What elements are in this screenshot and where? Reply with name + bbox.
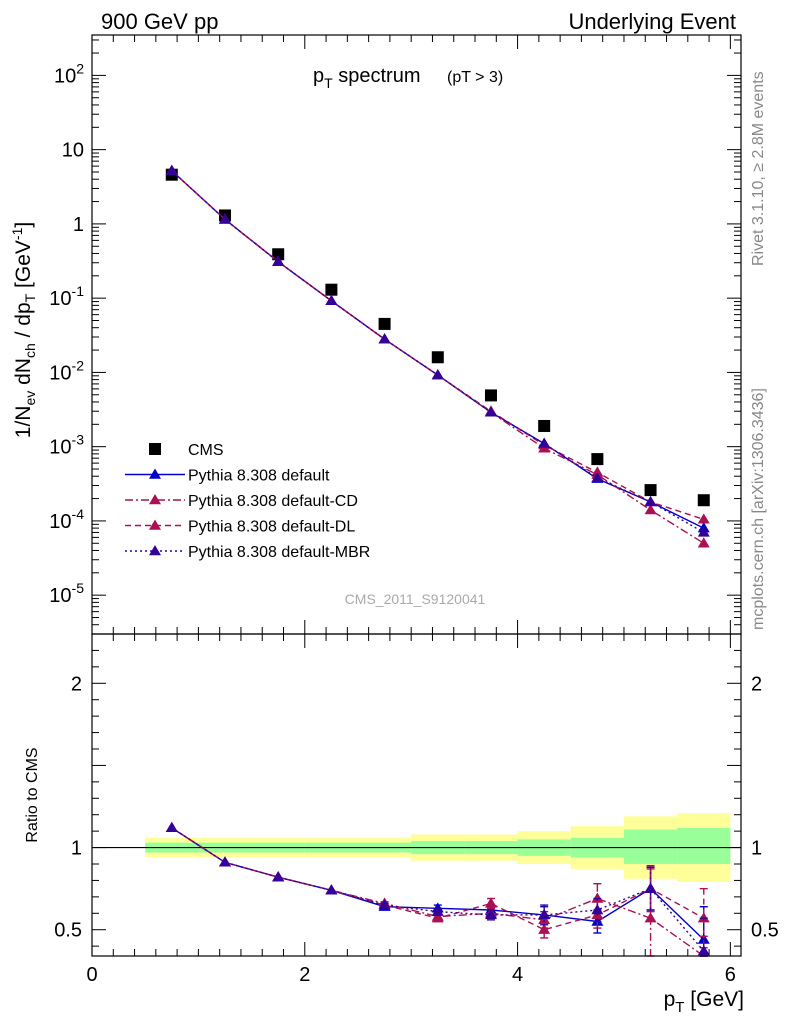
- legend-label: Pythia 8.308 default-MBR: [188, 544, 370, 561]
- cms-data-point: [538, 419, 551, 432]
- plot-title-sub: T: [324, 75, 333, 91]
- ratio-y-tick-label-right: 1: [751, 838, 762, 860]
- series-marker-mbr: [591, 471, 604, 483]
- y-tick-label: 10-1: [49, 283, 84, 310]
- series-marker-mbr: [484, 406, 497, 417]
- legend-label: Pythia 8.308 default-CD: [188, 493, 358, 510]
- series-marker-mbr: [697, 526, 710, 537]
- series-marker-mbr: [538, 437, 551, 448]
- legend-marker: [149, 494, 161, 505]
- ratio-marker-mbr: [165, 821, 178, 833]
- x-tick-label: 0: [86, 964, 97, 986]
- x-tick-label: 6: [725, 964, 736, 986]
- ratio-marker-dl: [538, 923, 551, 934]
- ratio-marker-mbr: [697, 945, 710, 956]
- header-right: Underlying Event: [568, 9, 736, 34]
- ratio-series-layer: [165, 821, 710, 957]
- ratio-line-mbr: [171, 827, 705, 952]
- x-tick-label: 4: [512, 964, 523, 986]
- ratio-marker-dl: [431, 912, 444, 923]
- legend: CMS Pythia 8.308 default Pythia 8.308 defa…: [125, 442, 370, 561]
- header-left: 900 GeV pp: [101, 9, 218, 34]
- x-axis-label: pT [GeV]: [664, 988, 744, 1016]
- ratio-marker-mbr: [272, 871, 285, 882]
- ratio-marker-mbr: [484, 908, 497, 920]
- plot-title-p: p: [313, 65, 324, 87]
- ratio-y-tick-label: 0.5: [54, 920, 82, 942]
- y-tick-label: 10-5: [49, 580, 84, 607]
- ratio-y-tick-label: 1: [71, 838, 82, 860]
- y-tick-label: 1: [73, 214, 84, 236]
- ratio-band-inner: [677, 827, 731, 864]
- ratio-marker-mbr: [431, 905, 444, 916]
- legend-label: CMS: [188, 442, 224, 459]
- series-marker-cd: [644, 504, 657, 515]
- legend-marker: [149, 519, 161, 530]
- y-tick-label: 102: [54, 60, 84, 87]
- series-marker-dl: [591, 466, 604, 477]
- ratio-band-inner: [623, 829, 678, 864]
- y-tick-label: 10-2: [49, 357, 84, 384]
- plot-title: pT spectrum: [313, 65, 421, 91]
- cms-data-point: [431, 351, 444, 364]
- ratio-y-tick-label-right: 2: [751, 673, 762, 695]
- x-tick-label: 2: [299, 964, 310, 986]
- legend-marker: [149, 545, 161, 556]
- ratio-y-tick-label-right: 0.5: [751, 920, 779, 942]
- ratio-marker-mbr: [644, 882, 657, 893]
- series-marker-mbr: [644, 495, 657, 507]
- cms-data-point: [272, 248, 285, 261]
- ratio-marker-mbr: [325, 884, 338, 895]
- cms-data-point: [644, 484, 657, 497]
- axes-layer: 0 2 4 6 10-5 10-4 10-3 10-2 10-1 1 10 102 0.5 0.5 1 1 2 2: [49, 34, 779, 986]
- ratio-marker-mbr: [538, 908, 551, 920]
- analysis-watermark: CMS_2011_S9120041: [345, 591, 486, 607]
- ratio-marker-cd: [591, 892, 604, 903]
- ratio-marker-dl: [697, 912, 710, 923]
- series-marker-mbr: [325, 294, 338, 306]
- cms-data-point: [697, 494, 710, 507]
- y-tick-label: 10: [62, 140, 84, 162]
- cms-data-point: [378, 317, 391, 330]
- ratio-marker-dl: [484, 897, 497, 908]
- ratio-frame: [91, 633, 742, 957]
- y-axis-label-ratio: Ratio to CMS: [24, 747, 41, 842]
- ratio-marker-cd: [644, 912, 657, 923]
- y-axis-label-main: 1/Nev dNch / dpT [GeV-1]: [9, 222, 38, 438]
- ratio-marker-mbr: [591, 904, 604, 915]
- series-marker-cd: [697, 537, 710, 548]
- series-marker-mbr: [378, 333, 391, 344]
- ratio-marker-mbr: [378, 899, 391, 910]
- cms-data-point: [591, 453, 604, 466]
- series-marker-mbr: [165, 164, 178, 175]
- cms-data-point: [484, 389, 497, 402]
- series-marker-mbr: [218, 213, 231, 224]
- legend-label: Pythia 8.308 default: [188, 468, 330, 485]
- legend-label: Pythia 8.308 default-DL: [188, 519, 355, 536]
- main-series-layer: [165, 164, 710, 548]
- series-marker-dl: [697, 513, 710, 524]
- y-tick-label: 10-4: [49, 506, 84, 533]
- plot-title-cut: (pT > 3): [447, 69, 503, 86]
- series-marker-mbr: [272, 255, 285, 266]
- side-text-mcplots: mcplots.cern.ch [arXiv:1306.3436]: [750, 388, 767, 630]
- legend-marker-cms: [149, 443, 161, 455]
- plot-title-rest: spectrum: [333, 65, 421, 87]
- ratio-y-tick-label: 2: [71, 673, 82, 695]
- legend-marker: [149, 468, 161, 479]
- y-tick-label: 10-3: [49, 432, 84, 459]
- series-marker-mbr: [431, 369, 444, 380]
- side-text-rivet: Rivet 3.1.10, ≥ 2.8M events: [750, 71, 767, 266]
- cms-data-point: [325, 283, 338, 296]
- ratio-marker-mbr: [218, 856, 231, 867]
- ratio-marker-default: [591, 915, 604, 926]
